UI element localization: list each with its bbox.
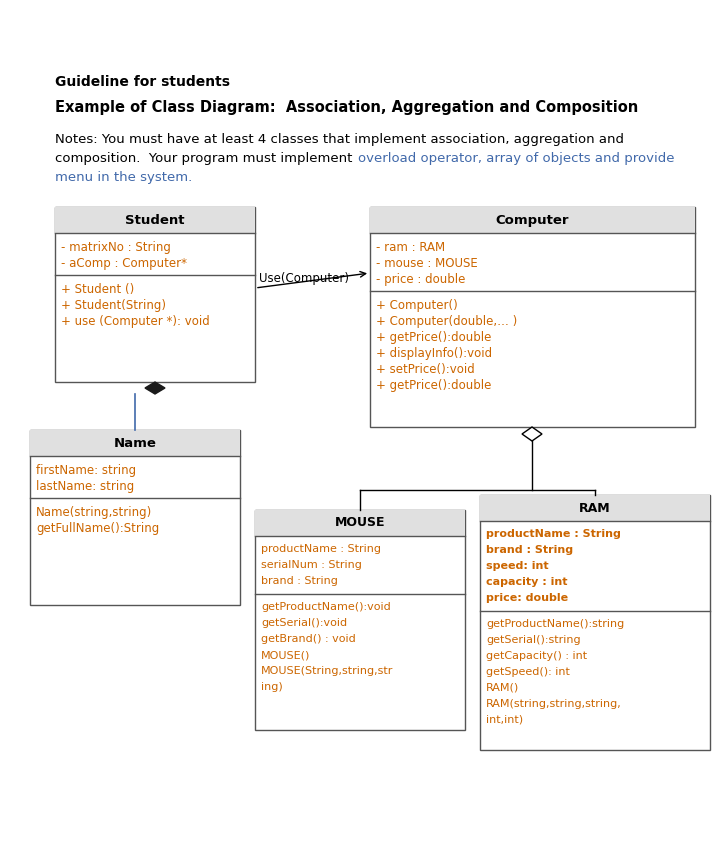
Text: getProductName():string: getProductName():string — [486, 619, 624, 629]
Text: Use(Computer): Use(Computer) — [259, 272, 349, 285]
Text: productName : String: productName : String — [261, 544, 381, 554]
Text: Name(string,string): Name(string,string) — [36, 506, 152, 519]
Text: getSpeed(): int: getSpeed(): int — [486, 667, 570, 677]
Text: RAM(): RAM() — [486, 683, 519, 693]
Text: + Student(String): + Student(String) — [61, 299, 166, 312]
Text: getBrand() : void: getBrand() : void — [261, 634, 356, 644]
Text: + Computer(double,… ): + Computer(double,… ) — [376, 315, 517, 328]
Text: + Computer(): + Computer() — [376, 299, 458, 312]
Text: serialNum : String: serialNum : String — [261, 560, 362, 570]
Text: + getPrice():double: + getPrice():double — [376, 379, 491, 392]
Bar — [370, 207, 695, 233]
Text: getProductName():void: getProductName():void — [261, 602, 390, 612]
Text: RAM: RAM — [579, 502, 611, 514]
Text: Notes: You must have at least 4 classes that implement association, aggregation : Notes: You must have at least 4 classes … — [55, 133, 624, 146]
Bar — [255, 510, 465, 536]
Text: getSerial():void: getSerial():void — [261, 618, 347, 628]
Bar — [255, 510, 465, 730]
Text: lastName: string: lastName: string — [36, 480, 134, 493]
Text: + setPrice():void: + setPrice():void — [376, 363, 475, 376]
Text: + displayInfo():void: + displayInfo():void — [376, 347, 492, 360]
Text: productName : String: productName : String — [486, 529, 621, 539]
Text: getFullName():String: getFullName():String — [36, 522, 159, 535]
Text: - aComp : Computer*: - aComp : Computer* — [61, 257, 187, 270]
Text: capacity : int: capacity : int — [486, 577, 568, 587]
Text: firstName: string: firstName: string — [36, 464, 136, 477]
Text: MOUSE: MOUSE — [334, 516, 385, 530]
Bar — [55, 207, 255, 233]
Text: RAM(string,string,string,: RAM(string,string,string, — [486, 699, 622, 709]
Text: - ram : RAM: - ram : RAM — [376, 241, 445, 254]
Text: menu in the system.: menu in the system. — [55, 171, 192, 184]
Text: brand : String: brand : String — [486, 545, 573, 555]
Text: getSerial():string: getSerial():string — [486, 635, 581, 645]
Text: speed: int: speed: int — [486, 561, 549, 571]
Text: ing): ing) — [261, 682, 283, 692]
Text: MOUSE(String,string,str: MOUSE(String,string,str — [261, 666, 393, 676]
Text: getCapacity() : int: getCapacity() : int — [486, 651, 587, 661]
Polygon shape — [145, 382, 165, 394]
Bar — [55, 207, 255, 382]
Text: int,int): int,int) — [486, 715, 523, 725]
Text: - matrixNo : String: - matrixNo : String — [61, 241, 171, 254]
Text: Guideline for students: Guideline for students — [55, 75, 230, 89]
Polygon shape — [522, 427, 542, 441]
Bar — [370, 207, 695, 427]
Text: + getPrice():double: + getPrice():double — [376, 331, 491, 344]
Text: price: double: price: double — [486, 593, 568, 603]
Text: brand : String: brand : String — [261, 576, 338, 586]
Bar — [30, 430, 240, 605]
Bar — [480, 495, 710, 521]
Text: Student: Student — [125, 213, 185, 227]
Text: - price : double: - price : double — [376, 273, 465, 286]
Text: Name: Name — [113, 436, 156, 449]
Text: Example of Class Diagram:  Association, Aggregation and Composition: Example of Class Diagram: Association, A… — [55, 100, 638, 115]
Bar — [30, 430, 240, 456]
Text: + Student (): + Student () — [61, 283, 134, 296]
Bar — [480, 495, 710, 750]
Text: Computer: Computer — [496, 213, 569, 227]
Text: MOUSE(): MOUSE() — [261, 650, 310, 660]
Text: - mouse : MOUSE: - mouse : MOUSE — [376, 257, 478, 270]
Text: composition.  Your program must implement: composition. Your program must implement — [55, 152, 357, 165]
Text: overload operator, array of objects and provide: overload operator, array of objects and … — [358, 152, 675, 165]
Text: + use (Computer *): void: + use (Computer *): void — [61, 315, 210, 328]
